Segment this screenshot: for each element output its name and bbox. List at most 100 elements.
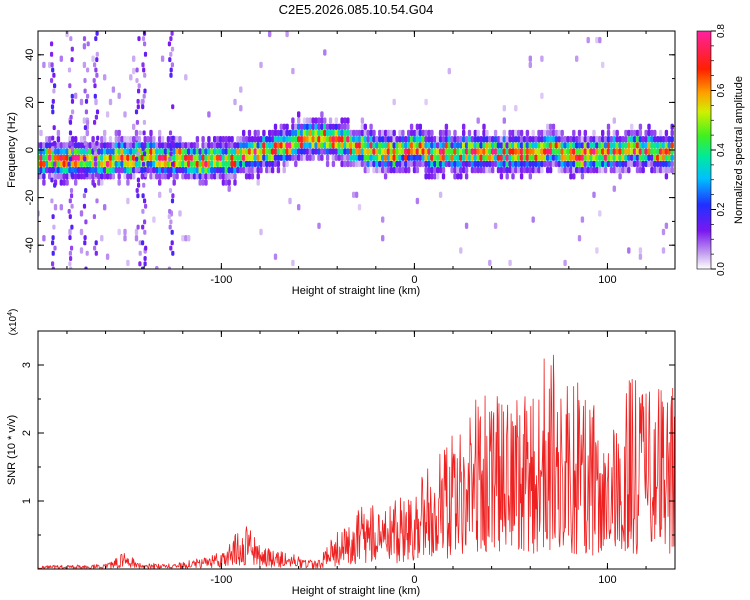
- spectrogram-cell: [152, 154, 156, 161]
- spectrogram-cell: [346, 154, 350, 161]
- spectrogram-cell: [563, 136, 567, 143]
- spectrogram-cell: [635, 136, 640, 143]
- spectrogram-cell: [375, 148, 379, 155]
- spectrogram-cell: [242, 154, 246, 161]
- spectrogram-cell: [169, 67, 173, 73]
- spectrogram-cell: [132, 123, 136, 130]
- spectrogram-cell: [69, 36, 73, 42]
- spectrogram-cell: [531, 216, 535, 223]
- spectrogram-cell: [42, 235, 46, 242]
- spectrogram-cell: [470, 142, 475, 149]
- spectrogram-cell: [630, 136, 634, 143]
- spectrogram-cell: [62, 148, 66, 155]
- spectrogram-cell: [48, 173, 52, 180]
- spectrogram-cell: [242, 166, 246, 174]
- spectrogram-cell: [638, 160, 643, 168]
- spectrogram-cell: [123, 136, 127, 143]
- spectrogram-cell: [169, 146, 173, 152]
- spectrogram-cell: [302, 136, 307, 143]
- spectrogram-cell: [560, 154, 564, 161]
- spectrogram-cell: [404, 142, 408, 149]
- spectrogram-cell: [337, 136, 341, 143]
- spectrogram-cell: [239, 142, 243, 149]
- spectrogram-cell: [575, 166, 579, 174]
- spectrogram-cell: [170, 240, 174, 246]
- spectrogram-cell: [120, 148, 124, 155]
- spectrogram-cell: [42, 142, 46, 149]
- spectrogram-cell: [141, 193, 145, 199]
- spectrogram-cell: [551, 136, 556, 143]
- spectrogram-cell: [134, 142, 139, 149]
- spectrogram-cell: [577, 154, 582, 161]
- spectrogram-cell: [311, 136, 315, 143]
- spectrogram-cell: [100, 148, 104, 155]
- spectrogram-cell: [436, 154, 440, 161]
- spectrogram-cell: [398, 160, 402, 168]
- spectrogram-cell: [482, 142, 486, 149]
- spectrogram-cell: [357, 136, 362, 143]
- spectrogram-cell: [664, 154, 669, 161]
- spectrogram-cell: [670, 123, 674, 130]
- spectrogram-cell: [511, 142, 515, 149]
- spectrogram-cell: [142, 119, 146, 125]
- spectrogram-cell: [424, 173, 428, 180]
- spectrogram-cell: [491, 136, 495, 143]
- spectrogram-cell: [360, 148, 365, 155]
- spectrogram-cell: [650, 129, 654, 137]
- spectrogram-cell: [493, 136, 498, 143]
- spectrogram-cell: [79, 98, 84, 106]
- spectrogram-cell: [132, 154, 136, 161]
- spectrogram-cell: [499, 154, 504, 161]
- spectrogram-cell: [528, 136, 532, 143]
- spectrogram-cell: [375, 154, 379, 161]
- spectrogram-cell: [82, 43, 87, 50]
- spectrogram-cell: [189, 148, 194, 155]
- spectrogram-cell: [354, 142, 359, 149]
- spectrogram-cell: [499, 142, 504, 149]
- spectrogram-cell: [386, 166, 391, 174]
- spectrogram-cell: [323, 142, 327, 149]
- spectrogram-cell: [514, 148, 518, 155]
- spectrogram-cell: [572, 129, 576, 137]
- spectrogram-cell: [155, 154, 159, 161]
- spectrogram-cell: [658, 142, 663, 149]
- spectrogram-cell: [534, 142, 538, 149]
- spectrogram-cell: [70, 224, 74, 230]
- spectrogram-cell: [653, 142, 657, 149]
- spectrogram-cell: [488, 166, 492, 174]
- spectrogram-cell: [158, 154, 162, 161]
- spectrogram-cell: [189, 166, 194, 174]
- spectrogram-cell: [519, 173, 524, 180]
- spectrogram-cell: [638, 247, 643, 254]
- spectrogram-cell: [314, 148, 318, 155]
- spectrogram-cell: [395, 166, 399, 174]
- spectrogram-cell: [612, 154, 616, 161]
- spectrogram-cell: [50, 62, 54, 68]
- spectrogram-cell: [239, 148, 243, 155]
- spectrogram-cell: [50, 78, 54, 83]
- spectrogram-cell: [522, 160, 527, 168]
- spectrogram-cell: [79, 154, 84, 161]
- spectrogram-cell: [136, 104, 140, 110]
- spectrogram-cell: [427, 160, 431, 168]
- spectrogram-cell: [42, 179, 46, 186]
- spectrogram-cell: [548, 154, 553, 161]
- spectrogram-cell: [247, 154, 252, 161]
- spectrogram-cell: [566, 142, 570, 149]
- spectrogram-cell: [618, 160, 622, 168]
- spectrogram-cell: [135, 156, 139, 162]
- spectrogram-cell: [624, 148, 628, 155]
- spectrogram-cell: [647, 160, 651, 168]
- spectrogram-cell: [218, 166, 223, 174]
- spectrogram-cell: [563, 154, 567, 161]
- spectrogram-cell: [152, 148, 156, 155]
- spectrogram-cell: [502, 160, 506, 168]
- spectrogram-cell: [670, 166, 674, 174]
- spectrogram-cell: [207, 142, 211, 149]
- spectrogram-cell: [169, 151, 173, 157]
- spectrogram-cell: [346, 142, 350, 149]
- spectrogram-cell: [575, 136, 579, 143]
- spectrogram-cell: [540, 55, 544, 62]
- spectrogram-cell: [213, 166, 217, 174]
- spectrogram-cell: [618, 166, 622, 174]
